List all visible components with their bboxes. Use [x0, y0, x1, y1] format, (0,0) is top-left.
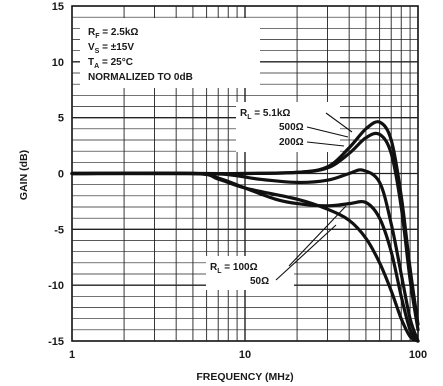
- leader-100: [288, 205, 347, 267]
- label-500: 500Ω: [279, 122, 304, 133]
- y-tick-label: 15: [52, 1, 64, 13]
- y-tick-label: 5: [58, 113, 64, 125]
- label-rl-5k1: RL = 5.1kΩ: [240, 108, 290, 121]
- label-50: 50Ω: [250, 276, 269, 287]
- conditions-background: [80, 18, 260, 88]
- ta-condition: TA = 25°C: [88, 57, 133, 70]
- y-tick-label: -10: [48, 280, 64, 292]
- y-axis-title: GAIN (dB): [18, 150, 30, 200]
- x-tick-label: 10: [239, 349, 251, 361]
- leader-500: [306, 126, 349, 138]
- leader-50: [275, 224, 337, 281]
- y-tick-label: -15: [48, 336, 64, 348]
- data-curves: [70, 120, 420, 343]
- tick-labels: 15 10 5 0 -5 -10 -15 1 10 100: [48, 1, 427, 361]
- leader-5k1: [325, 112, 353, 133]
- vs-condition: VS = ±15V: [88, 42, 134, 55]
- series-line-2: [70, 168, 420, 343]
- label-rl-100: RL = 100Ω: [210, 262, 258, 275]
- y-tick-label: 10: [52, 57, 64, 69]
- lower-curve-labels: RL = 100Ω 50Ω: [206, 205, 347, 290]
- leader-200: [306, 141, 345, 147]
- y-tick-label: -5: [54, 224, 64, 236]
- normalized-note: NORMALIZED TO 0dB: [88, 72, 193, 83]
- upper-curve-labels: RL = 5.1kΩ 500Ω 200Ω: [236, 102, 353, 152]
- x-tick-label: 1: [69, 349, 75, 361]
- y-tick-label: 0: [58, 169, 64, 181]
- x-tick-label: 100: [409, 349, 427, 361]
- label-200: 200Ω: [279, 137, 304, 148]
- conditions-block: RF = 2.5kΩ VS = ±15V TA = 25°C NORMALIZE…: [80, 18, 260, 88]
- series-line-4: [70, 171, 420, 343]
- x-axis-title: FREQUENCY (MHz): [196, 371, 293, 383]
- lower-labels-background: [206, 256, 294, 290]
- rf-condition: RF = 2.5kΩ: [88, 27, 138, 40]
